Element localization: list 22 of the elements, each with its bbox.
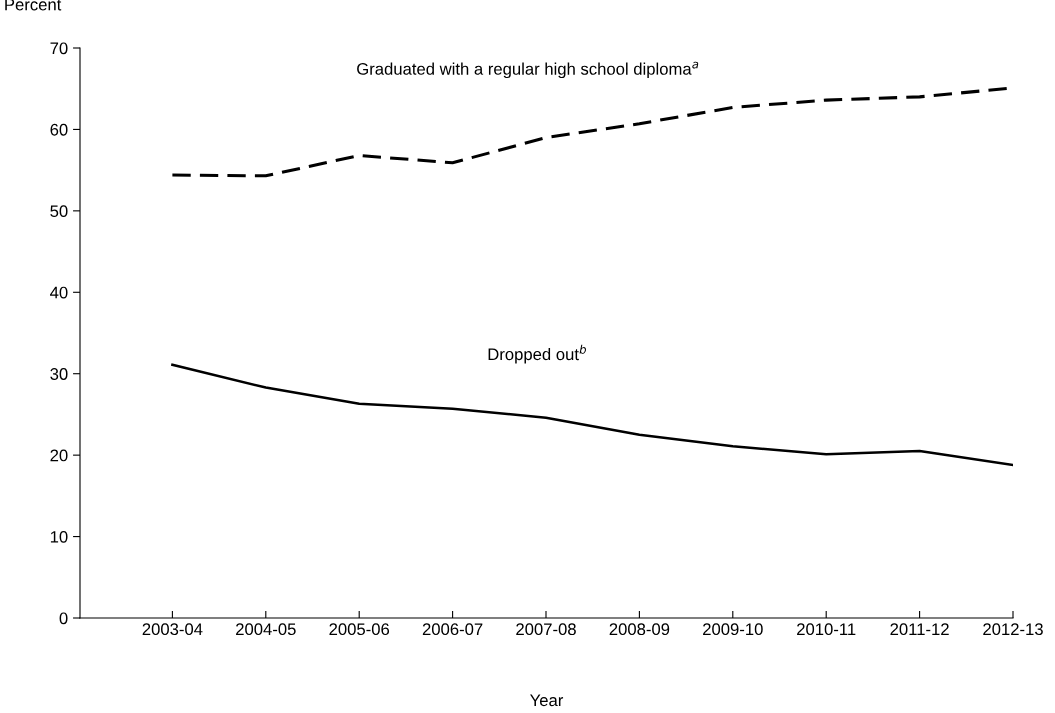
- line-series: [171, 363, 1013, 467]
- x-tick-label: 2012-13: [983, 623, 1043, 636]
- y-tick-label: 40: [50, 286, 68, 299]
- x-tick-label: 2006-07: [422, 623, 483, 636]
- annotation: Graduated with a regular high school diploma$^{a}$: [357, 61, 699, 79]
- y-tick-label: 50: [50, 205, 68, 218]
- x-tick-label: 2007-08: [516, 623, 576, 636]
- y-tick-label: 70: [50, 42, 68, 55]
- y-tick-label: 20: [50, 449, 68, 462]
- x-tick-label: 2011-12: [890, 623, 949, 636]
- annotation: Dropped out$^{b}$: [488, 344, 586, 364]
- y-tick-label: 60: [50, 123, 68, 136]
- x-tick-label: 2003-04: [142, 623, 203, 636]
- y-tick-label: 10: [50, 530, 68, 543]
- x-tick-label: 2009-10: [703, 623, 763, 636]
- y-tick-label: 0: [59, 612, 68, 625]
- x-tick-label: 2004-05: [236, 623, 296, 636]
- y-tick-label: 30: [50, 368, 68, 380]
- x-tick-label: 2010-11: [797, 623, 856, 636]
- x-tick-label: 2005-06: [329, 623, 390, 636]
- x-tick-label: 2008-09: [609, 623, 670, 636]
- x-axis-title: Year: [530, 694, 564, 707]
